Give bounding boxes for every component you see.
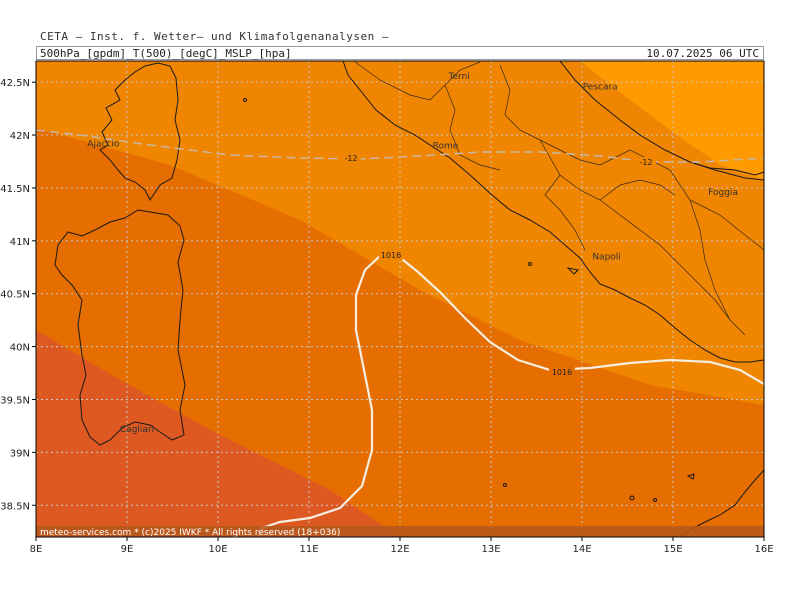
corsica-coast [99, 62, 181, 201]
city-label-rome: Rome [433, 142, 459, 152]
italy-coast-east [559, 61, 764, 181]
parameter-bar: 500hPa_[gpdm]_T(500)_[degC]_MSLP_[hpa] 1… [36, 46, 764, 60]
lon-tick-label: 12E [390, 544, 409, 555]
city-label-napoli: Napoli [592, 253, 620, 263]
lon-tick-label: 13E [481, 544, 500, 555]
city-labels: Terni Pescara Ajaccio Rome Foggia Napoli Cagli… [87, 72, 738, 435]
isotherm-label-east: -12 [639, 158, 652, 167]
island [243, 98, 247, 102]
italy-coast [342, 61, 764, 363]
lon-tick-label: 15E [663, 544, 682, 555]
isobar-label-bg [549, 366, 575, 377]
island [528, 262, 532, 266]
lat-tick-label: 39N [10, 448, 30, 459]
city-label-pescara: Pescara [583, 82, 618, 92]
lat-tick-label: 40.5N [0, 290, 30, 301]
isotherm-label-bg [341, 153, 361, 163]
lat-lon-grid [36, 61, 764, 537]
map-area: 1016 1016 -12 -12 Terni Pescara Ajaccio Rom… [36, 61, 764, 538]
lon-tick-label: 8E [30, 544, 43, 555]
lon-tick-label: 10E [208, 544, 227, 555]
lat-tick-label: 41N [10, 237, 30, 248]
org-title: CETA – Inst. f. Wetter– und Klimafolgena… [40, 30, 390, 43]
lon-tick-label: 16E [754, 544, 773, 555]
isobar-label-south: 1016 [552, 368, 572, 377]
island [629, 495, 635, 501]
lon-tick-label: 9E [121, 544, 134, 555]
gargano-coast [689, 161, 764, 176]
latitude-axis: 42.5N 42N 41.5N 41N 40.5N 40N 39.5N 39N 38.5N [0, 78, 36, 512]
isobar-label-bg [379, 249, 403, 260]
parameter-label: 500hPa_[gpdm]_T(500)_[degC]_MSLP_[hpa] [40, 47, 292, 60]
lat-tick-label: 38.5N [0, 501, 30, 512]
lat-tick-label: 42N [10, 131, 30, 142]
city-label-terni: Terni [448, 72, 470, 82]
longitude-axis: 8E 9E 10E 11E 12E 13E 14E 15E 16E [30, 537, 774, 555]
lat-tick-label: 41.5N [0, 184, 30, 195]
sardinia-coast [54, 209, 186, 446]
copyright-footer: meteo-services.com * (c)2025 IWKF * All … [40, 528, 340, 538]
lat-tick-label: 39.5N [0, 395, 30, 406]
city-label-cagliari: Cagliari [120, 425, 154, 435]
datetime-label: 10.07.2025 06 UTC [646, 47, 759, 60]
island [566, 267, 580, 275]
temperature-band-cool [36, 330, 400, 537]
lat-tick-label: 42.5N [0, 78, 30, 89]
island [503, 483, 507, 487]
lat-tick-label: 40N [10, 343, 30, 354]
isotherm-label-bg [636, 157, 656, 167]
lon-tick-label: 14E [572, 544, 591, 555]
region-borders [354, 61, 764, 336]
isotherm-label-west: -12 [344, 154, 357, 163]
footer-strip [36, 526, 764, 537]
isobar-label-north: 1016 [381, 251, 401, 260]
city-label-foggia: Foggia [708, 188, 738, 198]
lon-tick-label: 11E [299, 544, 318, 555]
city-label-ajaccio: Ajaccio [87, 140, 120, 150]
island [686, 473, 695, 480]
island [653, 498, 657, 502]
temperature-band-warm-3 [580, 61, 764, 180]
